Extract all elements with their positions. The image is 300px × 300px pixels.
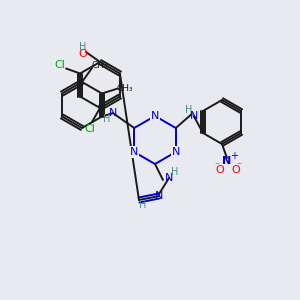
Text: H: H — [171, 167, 179, 177]
Text: +: + — [230, 151, 238, 161]
Text: N: N — [109, 108, 117, 118]
Text: H: H — [185, 105, 193, 115]
Text: Cl: Cl — [85, 124, 95, 134]
Text: O: O — [216, 165, 224, 175]
Text: ⁻: ⁻ — [236, 161, 242, 171]
Text: N: N — [190, 111, 198, 121]
Text: N: N — [130, 147, 138, 157]
Text: O: O — [232, 165, 240, 175]
Text: O: O — [79, 49, 87, 59]
Text: H: H — [103, 114, 110, 124]
Text: N: N — [151, 111, 159, 121]
Text: H: H — [79, 42, 87, 52]
Text: CH₃: CH₃ — [117, 84, 133, 93]
Text: CH₃: CH₃ — [92, 61, 108, 70]
Text: N: N — [165, 173, 173, 183]
Text: H: H — [139, 200, 147, 210]
Text: N: N — [222, 156, 232, 166]
Text: N: N — [172, 147, 180, 157]
Text: N: N — [155, 191, 163, 201]
Text: ⁻: ⁻ — [214, 161, 220, 171]
Text: Cl: Cl — [55, 61, 65, 70]
